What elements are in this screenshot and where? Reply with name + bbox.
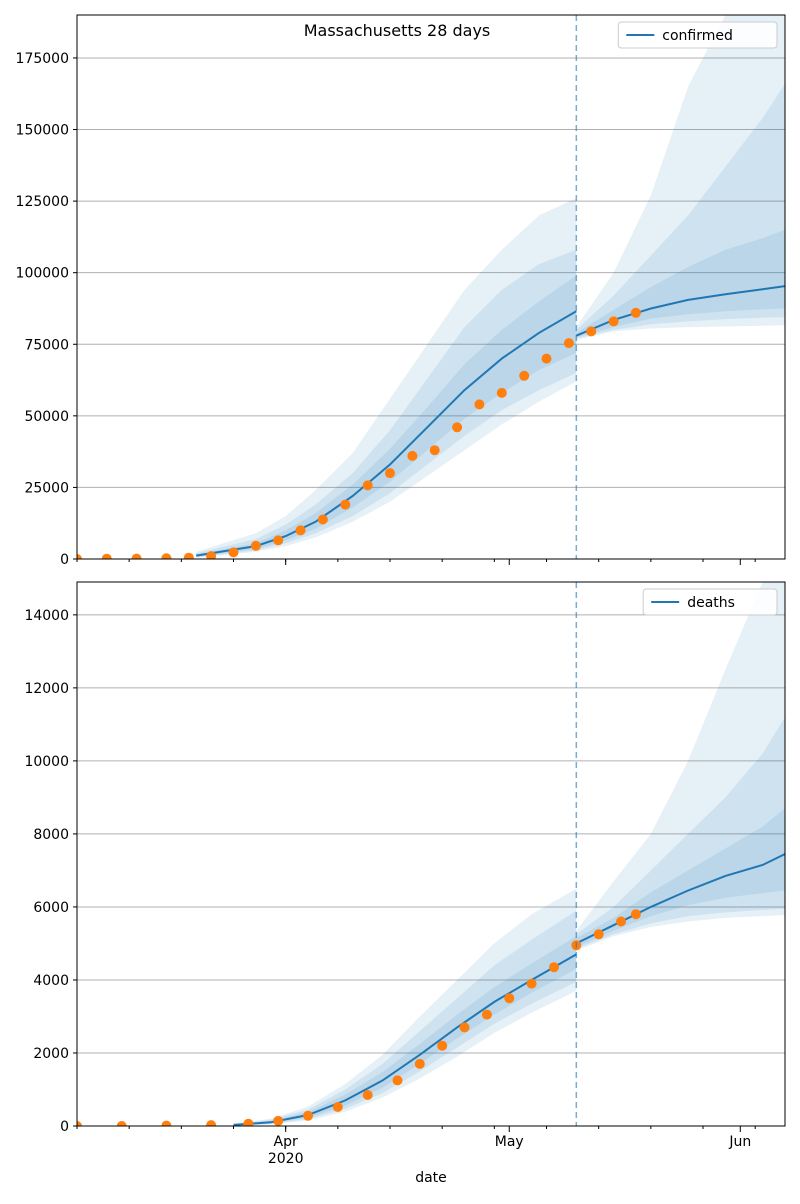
uncertainty-band-middle [196,249,577,558]
y-tick-label: 14000 [24,608,69,624]
y-tick-label: 0 [60,1119,69,1135]
data-point [332,1102,343,1112]
legend-box [617,21,778,49]
data-point [340,499,351,510]
y-tick-label: 6000 [33,900,69,916]
data-point [563,338,574,349]
y-tick-label: 150000 [16,123,69,139]
data-point [362,1090,373,1100]
data-point [183,552,194,559]
y-tick-label: 75000 [24,337,69,353]
x-tick-label: Apr [274,1134,298,1150]
data-point [295,525,306,536]
data-point [362,480,373,491]
forecast-band-inner [576,229,785,338]
y-tick-label: 12000 [24,681,69,697]
data-point [161,1120,172,1126]
data-point [630,909,641,920]
data-point [481,1009,492,1020]
data-point [243,1118,254,1126]
legend-box [642,588,778,616]
series-line [575,853,785,945]
forecast-band-outer [576,15,785,340]
data-point [385,468,395,479]
data-point [116,1121,127,1126]
uncertainty-band-outer [233,888,577,1126]
uncertainty-band-outer [196,198,577,558]
data-point [228,547,239,558]
y-tick-label: 8000 [33,827,69,843]
y-tick-label: 10000 [24,754,69,770]
data-point [459,1022,470,1033]
data-point [273,1115,284,1126]
forecast-band-middle [576,83,785,339]
data-point [474,399,485,410]
data-point [414,1058,425,1069]
data-point [77,554,82,559]
y-tick-label: 175000 [16,51,69,67]
data-point [317,514,328,525]
series-line [233,953,577,1126]
data-point [303,1110,313,1121]
data-point [541,353,552,364]
plot-area [77,582,785,1126]
y-tick-label: 125000 [16,194,69,210]
x-tick-sublabel: 2020 [268,1151,304,1167]
y-tick-label: 100000 [16,266,69,282]
data-point [452,422,463,433]
data-point [407,450,418,461]
data-point [630,307,641,318]
data-point [616,916,626,927]
data-point [273,535,284,546]
uncertainty-band-inner [196,275,577,557]
y-tick-label: 25000 [24,480,69,496]
data-point [101,553,112,559]
x-tick-label: Jun [728,1134,751,1150]
data-point [206,551,217,559]
y-tick-label: 0 [60,552,69,568]
data-point [131,553,142,559]
data-point [496,387,507,398]
x-tick-label: May [495,1134,524,1150]
data-point [549,962,559,973]
data-point [608,316,619,327]
legend-label: deaths [687,595,735,611]
data-point [526,978,537,989]
data-point [519,370,530,381]
x-axis-label: date [415,1170,447,1186]
data-point [504,993,515,1004]
data-point [437,1040,448,1051]
y-tick-label: 50000 [24,409,69,425]
data-point [429,445,440,456]
y-tick-label: 2000 [33,1046,69,1062]
data-point [161,553,172,559]
plot-area [77,15,785,559]
data-point [206,1120,217,1126]
legend-label: confirmed [662,28,733,44]
y-tick-label: 4000 [33,973,69,989]
plot-frame [76,581,786,1127]
forecast-band-middle [576,717,785,949]
chart-title: Massachusetts 28 days [304,21,491,40]
confirmed-panel: 0 25000 50000 75000 100000 125000 150000 175000… [16,14,786,568]
data-point [392,1075,403,1086]
data-point [593,929,604,940]
data-point [250,540,261,551]
plot-frame [76,14,786,560]
data-point [586,326,597,337]
forecast-band-inner [576,808,785,948]
forecast-band-outer [576,582,785,951]
data-point [77,1121,82,1126]
